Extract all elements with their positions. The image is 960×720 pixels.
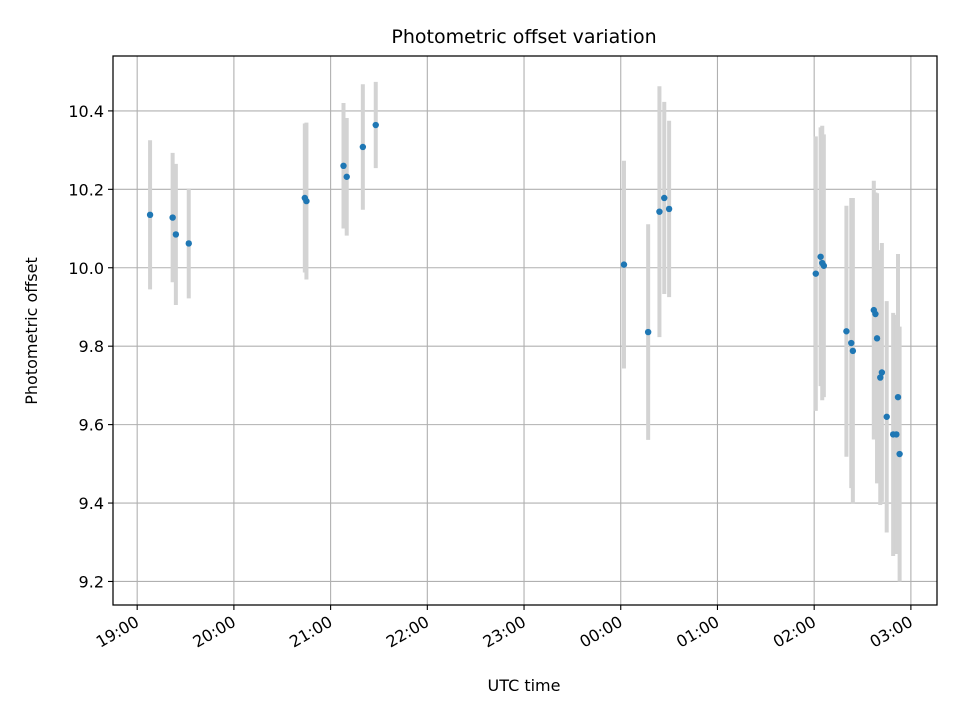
data-point [893,431,900,438]
data-point [872,310,879,318]
data-point [878,369,886,376]
data-point [817,253,824,260]
data-point [877,374,884,381]
data-point [656,208,663,215]
y-tick-label: 10.4 [68,102,104,121]
data-point [172,231,180,238]
data-point [185,240,192,247]
y-tick-label: 10.2 [68,180,104,199]
data-point [896,450,903,458]
data-point [644,328,652,336]
data-point [343,173,350,180]
y-tick-label: 9.8 [79,337,104,356]
data-point [848,339,855,347]
data-point [340,162,347,169]
y-tick-label: 10.0 [68,259,104,278]
data-point [169,214,176,221]
x-axis-label: UTC time [488,676,561,695]
y-tick-label: 9.2 [79,572,104,591]
data-point [873,335,881,342]
plot-frame [112,55,938,606]
data-point [849,347,857,355]
chart-title: Photometric offset variation [391,26,656,48]
data-point [303,197,310,205]
data-point [661,194,668,202]
y-tick-label: 9.6 [79,416,104,435]
y-axis-label: Photometric offset [22,257,41,405]
y-tick-label: 9.4 [79,494,104,513]
data-point [894,393,902,401]
data-points [146,121,903,458]
data-point [372,121,379,129]
data-point [883,413,890,420]
data-point [665,205,673,213]
data-point [359,143,367,151]
data-point [146,211,154,219]
data-point [820,262,828,269]
data-point [843,328,850,335]
data-point [812,270,819,277]
data-point [620,261,628,268]
y-axis-ticks: 9.2 9.4 9.6 9.8 10.0 10.2 10.4 [68,102,113,591]
